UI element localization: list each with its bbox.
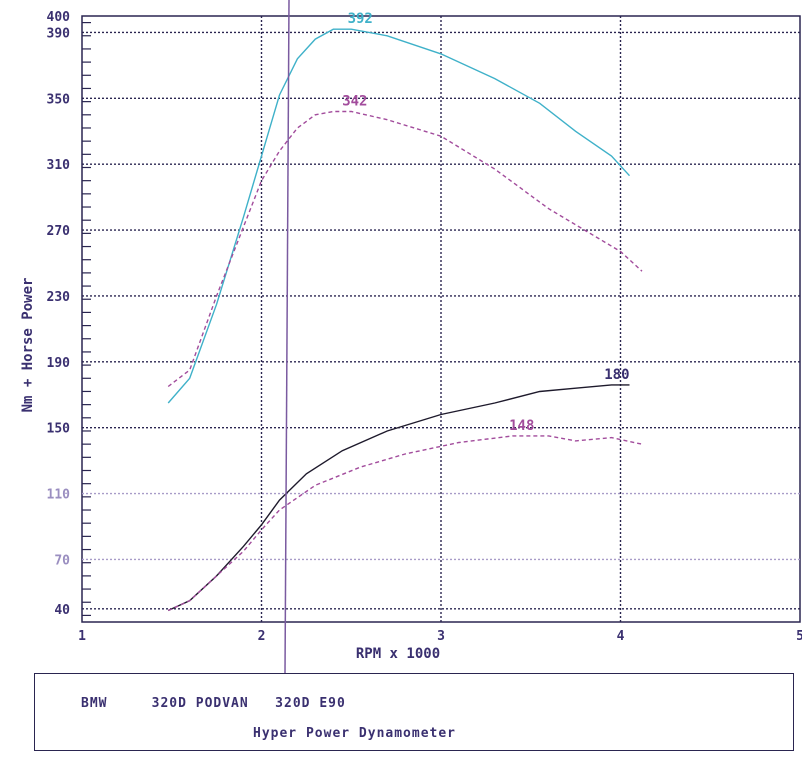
data-label: 148 [509, 418, 534, 434]
annotations: 392 342 180 148 [342, 11, 629, 434]
footer-vehicle-line: BMW 320D PODVAN 320D E90 [81, 696, 346, 711]
data-label: 392 [348, 11, 373, 27]
x-tick-label: 4 [617, 629, 625, 644]
y-axis-label: Nm + Horse Power [20, 278, 36, 413]
y-tick-label: 190 [47, 356, 71, 371]
footer-dyno-name: Hyper Power Dynamometer [253, 726, 457, 741]
y-tick-label: 390 [47, 26, 71, 41]
x-tick-labels: 1 2 3 4 5 [78, 629, 802, 644]
x-tick-label: 3 [437, 629, 445, 644]
y-tick-label: 350 [47, 92, 71, 107]
y-tick-label: 110 [47, 488, 71, 503]
footer-box: BMW 320D PODVAN 320D E90 Hyper Power Dyn… [34, 673, 794, 751]
cursor-line [284, 0, 290, 673]
series-line-2 [167, 384, 630, 612]
x-tick-label: 1 [78, 629, 86, 644]
series-line-3 [167, 435, 643, 612]
x-axis-label: RPM x 1000 [356, 646, 440, 662]
y-tick-label: 270 [47, 224, 71, 239]
plot-frame [81, 15, 801, 623]
data-label: 180 [604, 367, 629, 383]
y-tick-label: 40 [54, 603, 70, 618]
y-tick-label: 150 [47, 422, 71, 437]
x-tick-label: 2 [258, 629, 266, 644]
y-tick-label: 70 [54, 553, 70, 568]
series-layer [167, 28, 643, 612]
grid [82, 16, 800, 622]
y-tick-label: 230 [47, 290, 71, 305]
minor-ticks [82, 21, 91, 617]
x-tick-label: 5 [796, 629, 802, 644]
data-label: 342 [342, 94, 367, 110]
y-tick-label: 310 [47, 158, 71, 173]
series-line-1 [167, 110, 643, 388]
series-line-0 [167, 28, 631, 404]
y-tick-label: 400 [47, 10, 71, 25]
